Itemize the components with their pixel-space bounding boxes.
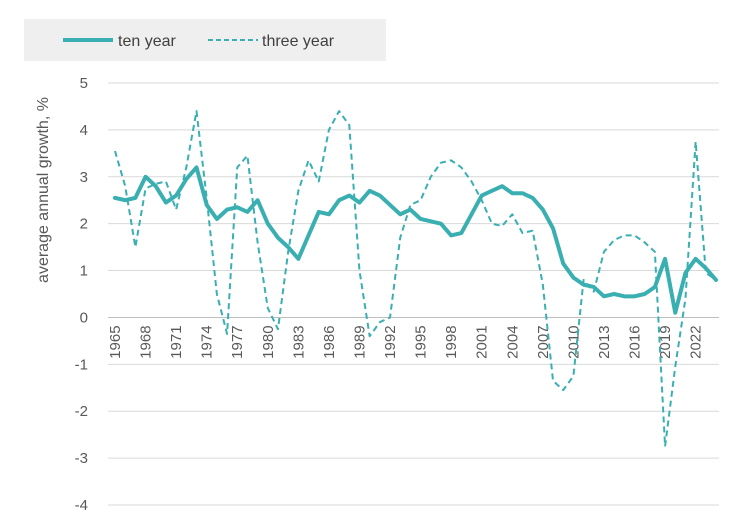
series-line-three-year	[114, 110, 717, 448]
x-axis-ticks: 1965 1968 1971 1974 1977 1980 1983 1986 1989 1992…	[107, 325, 705, 358]
x-tick-label: 2022	[688, 325, 705, 358]
legend-label-ten-year: ten year	[118, 33, 176, 50]
x-tick-label: 2013	[596, 325, 613, 358]
y-tick-label: -3	[75, 450, 88, 467]
series-lines	[113, 110, 718, 448]
x-tick-label: 1965	[107, 325, 124, 358]
x-tick-label: 1998	[443, 325, 460, 358]
y-tick-label: 2	[80, 216, 88, 233]
legend-label-three-year: three year	[262, 33, 335, 50]
x-tick-label: 1995	[413, 325, 430, 358]
y-tick-label: 3	[80, 169, 88, 186]
x-tick-label: 1983	[290, 325, 307, 358]
y-axis-ticks: 5 4 3 2 1 0 -1 -2 -3 -4	[75, 75, 88, 514]
y-axis-label: average annual growth, %	[35, 97, 52, 283]
x-tick-label: 2010	[565, 325, 582, 358]
y-tick-label: 1	[80, 263, 88, 280]
x-tick-label: 2016	[627, 325, 644, 358]
y-tick-label: -1	[75, 356, 88, 373]
series-line-ten-year	[113, 165, 718, 315]
x-tick-label: 1980	[260, 325, 277, 358]
x-tick-label: 1986	[321, 325, 338, 358]
y-tick-label: 0	[80, 309, 88, 326]
x-tick-label: 1971	[168, 325, 185, 358]
y-tick-label: 5	[80, 75, 88, 92]
x-tick-label: 1989	[351, 325, 368, 358]
y-tick-label: -2	[75, 403, 88, 420]
grid	[108, 82, 719, 506]
x-tick-label: 1968	[138, 325, 155, 358]
x-tick-label: 2004	[504, 325, 521, 358]
x-tick-label: 2001	[474, 325, 491, 358]
x-tick-label: 1977	[229, 325, 246, 358]
x-tick-label: 1992	[382, 325, 399, 358]
y-tick-label: -4	[75, 497, 88, 514]
y-tick-label: 4	[80, 122, 88, 139]
x-tick-label: 1974	[199, 325, 216, 358]
x-tick-label: 2019	[657, 325, 674, 358]
